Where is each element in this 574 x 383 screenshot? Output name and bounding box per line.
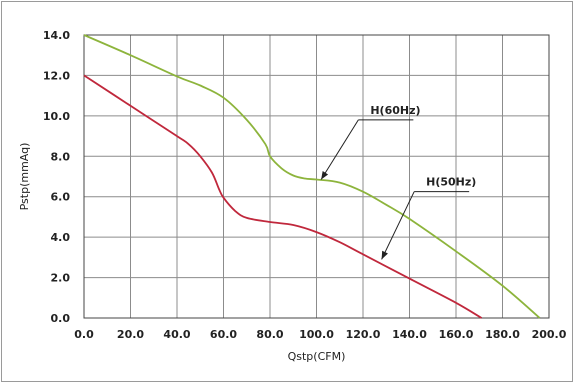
- series-line-h50hz: [83, 74, 483, 319]
- annotation-h50hz: H(50Hz): [381, 176, 476, 260]
- y-tick-label: 8.0: [51, 150, 71, 163]
- annotation-label: H(50Hz): [426, 176, 476, 189]
- annotation-arrowhead: [381, 250, 388, 260]
- x-tick-label: 60.0: [210, 328, 237, 341]
- x-tick-label: 20.0: [117, 328, 144, 341]
- x-tick-label: 0.0: [74, 328, 94, 341]
- series-lines: [83, 34, 541, 319]
- y-tick-label: 14.0: [43, 29, 70, 42]
- y-tick-label: 6.0: [51, 191, 71, 204]
- series-line-h60hz: [83, 34, 541, 319]
- y-tick-label: 10.0: [43, 110, 70, 123]
- annotations: H(60Hz) H(50Hz): [320, 104, 476, 260]
- x-axis-label: Qstp(CFM): [288, 350, 346, 363]
- y-tick-label: 4.0: [51, 231, 71, 244]
- annotation-label: H(60Hz): [370, 104, 420, 117]
- grid: [83, 34, 550, 319]
- x-tick-label: 180.0: [485, 328, 520, 341]
- y-axis-label: Pstp(mmAq): [18, 143, 31, 211]
- annotation-h60hz: H(60Hz): [320, 104, 421, 180]
- plot-border: [83, 34, 550, 319]
- annotation-arrow-line: [381, 191, 415, 260]
- x-tick-label: 140.0: [392, 328, 427, 341]
- x-tick-label: 120.0: [346, 328, 381, 341]
- y-tick-label: 0.0: [51, 312, 71, 325]
- y-tick-label: 12.0: [43, 69, 70, 82]
- x-tick-label: 200.0: [532, 328, 567, 341]
- y-tick-label: 2.0: [51, 272, 71, 285]
- x-tick-labels: 0.0 20.0 40.0 60.0 80.0 100.0 120.0 140.0 160.0 1…: [74, 328, 566, 341]
- x-tick-label: 40.0: [163, 328, 190, 341]
- annotation-arrow-line: [320, 119, 359, 180]
- x-tick-label: 80.0: [256, 328, 283, 341]
- annotation-arrowhead: [321, 171, 329, 180]
- x-tick-label: 100.0: [299, 328, 334, 341]
- x-tick-label: 160.0: [439, 328, 474, 341]
- y-tick-labels: 0.0 2.0 4.0 6.0 8.0 10.0 12.0 14.0: [43, 29, 70, 325]
